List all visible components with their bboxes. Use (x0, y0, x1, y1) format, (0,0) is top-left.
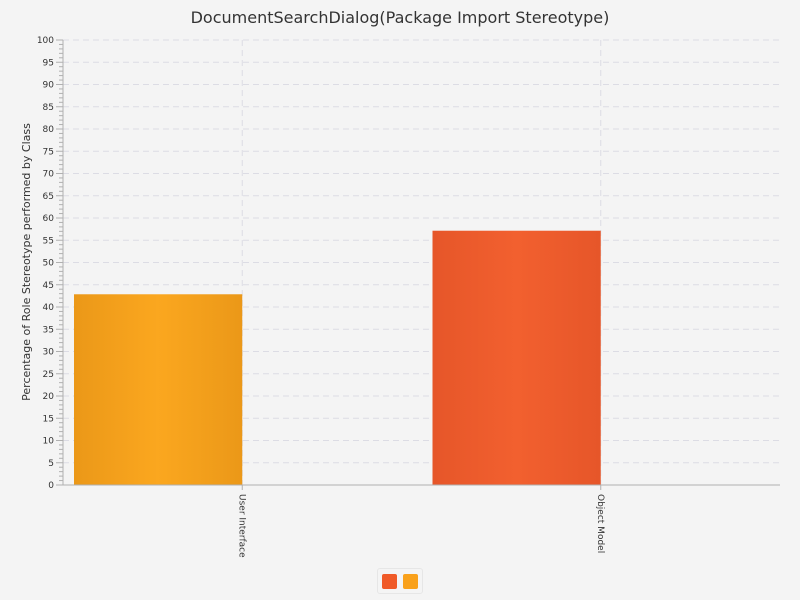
y-axis-label: Percentage of Role Stereotype performed … (20, 123, 33, 401)
bar-object-model (432, 230, 601, 485)
y-tick-label: 40 (43, 303, 55, 313)
y-tick-label: 75 (43, 147, 54, 157)
y-tick-label: 50 (43, 259, 55, 269)
y-tick-label: 30 (43, 348, 55, 358)
y-tick-label: 95 (43, 58, 54, 68)
y-tick-label: 65 (43, 192, 54, 202)
axes: 0 5 10 15 20 25 30 35 40 45 50 55 60 65 70 75 80 85 90 95 10… (37, 36, 780, 558)
chart-title: DocumentSearchDialog(Package Import Ster… (190, 8, 610, 27)
y-tick-label: 100 (37, 36, 54, 46)
y-tick-label: 25 (43, 370, 54, 380)
legend-swatch-object-model (382, 574, 397, 589)
y-tick-label: 45 (43, 281, 54, 291)
y-tick-label: 0 (48, 481, 54, 491)
y-tick-label: 85 (43, 103, 54, 113)
y-tick-label: 70 (43, 170, 55, 180)
y-tick-label: 55 (43, 236, 54, 246)
y-tick-label: 20 (43, 392, 55, 402)
legend-swatch-user-interface (403, 574, 418, 589)
y-tick-label: 5 (48, 459, 54, 469)
y-tick-label: 10 (43, 437, 55, 447)
y-tick-label: 90 (43, 81, 55, 91)
y-tick-label: 35 (43, 325, 54, 335)
y-tick-label: 80 (43, 125, 55, 135)
y-tick-label: 15 (43, 414, 54, 424)
bar-user-interface (74, 294, 243, 485)
x-tick-label: User Interface (236, 494, 246, 558)
bars (74, 230, 601, 485)
y-tick-label: 60 (43, 214, 55, 224)
x-tick-label: Object Model (595, 494, 605, 553)
legend (377, 568, 423, 594)
